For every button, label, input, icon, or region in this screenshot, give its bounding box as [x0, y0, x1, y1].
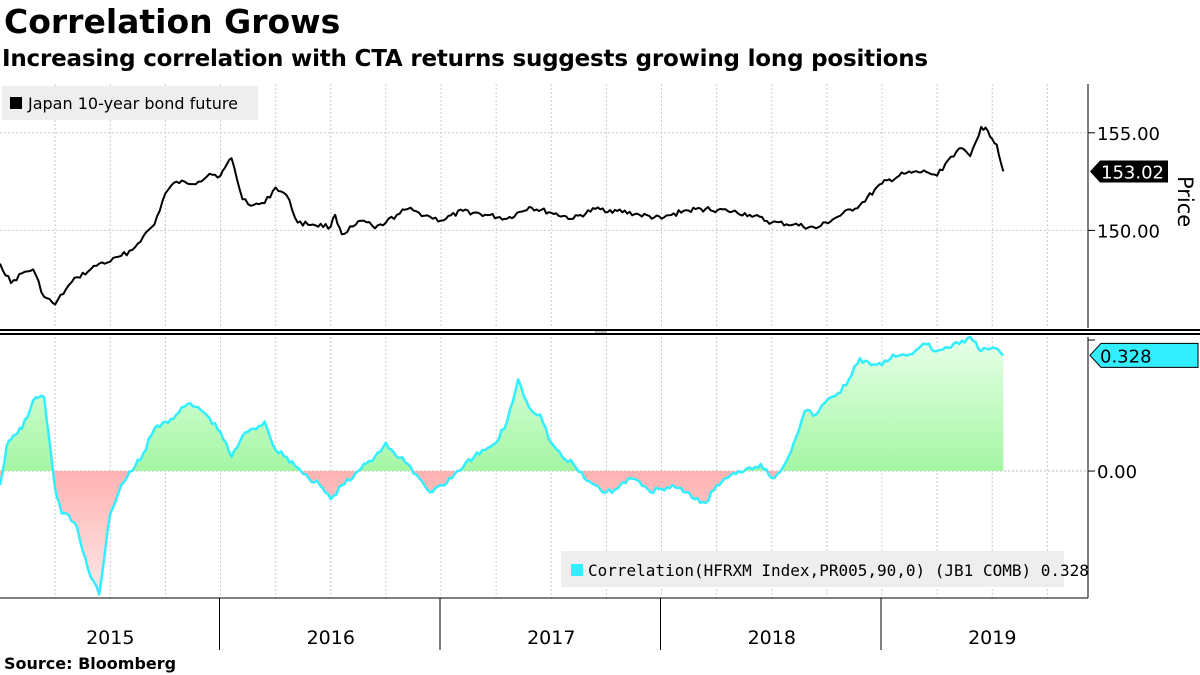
x-tick-label: 2017 [527, 627, 575, 649]
area-negative [0, 471, 781, 595]
last-value-badge-price: 153.02 [1090, 160, 1168, 183]
y-axis-title-price: Price [1173, 176, 1197, 227]
series-line-correlation [0, 335, 1005, 596]
y-tick-label: 0.00 [1097, 462, 1137, 483]
legend-swatch [571, 564, 583, 576]
y-tick-label: 155.00 [1097, 124, 1160, 145]
series-line-japan-10y-bond-future [0, 125, 1005, 306]
badge-shape [1089, 342, 1199, 368]
badge-label: 153.02 [1101, 162, 1164, 183]
source-note: Source: Bloomberg [4, 654, 177, 673]
legend-price: Japan 10-year bond future [2, 86, 258, 120]
correlation-panel: Correlation(HFRXM Index,PR005,90,0) (JB1… [0, 335, 1089, 596]
legend-background [2, 86, 258, 120]
x-tick-label: 2015 [86, 627, 134, 649]
area-positive [0, 337, 1004, 472]
chart-title: Correlation Grows [4, 2, 341, 41]
grid [0, 84, 1088, 598]
legend-background [561, 551, 1064, 587]
x-tick-label: 2016 [307, 627, 355, 649]
badge-shape [1090, 160, 1168, 183]
x-tick-label: 2018 [748, 627, 796, 649]
legend-label: Japan 10-year bond future [27, 94, 238, 113]
price-panel: Japan 10-year bond future [0, 86, 1005, 306]
chart-subtitle: Increasing correlation with CTA returns … [2, 46, 928, 72]
axes: 155.00 150.00 153.02 Price 0.00 0.328 2015 2016… [0, 84, 1200, 650]
y-tick-label: 150.00 [1097, 221, 1160, 242]
badge-label: 0.328 [1100, 346, 1152, 367]
last-value-badge-correlation: 0.328 [1089, 342, 1199, 368]
legend-swatch [10, 97, 22, 109]
legend-label: Correlation(HFRXM Index,PR005,90,0) (JB1… [588, 561, 1089, 580]
x-tick-label: 2019 [968, 627, 1016, 649]
legend-correlation: Correlation(HFRXM Index,PR005,90,0) (JB1… [561, 551, 1089, 587]
